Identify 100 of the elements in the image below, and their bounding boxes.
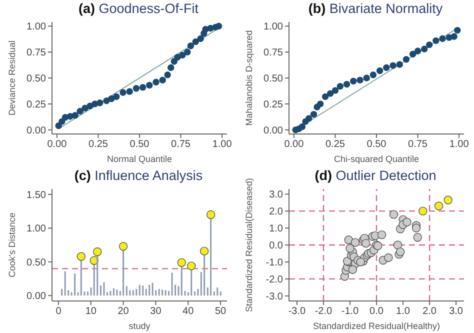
point [184,48,191,56]
point [96,100,104,106]
x-tick-label: 1.00 [449,139,470,150]
point [390,62,396,69]
x-tick-label: 50 [214,306,227,317]
y-tick-label: 1.00 [26,223,46,234]
x-tick-label: 0.50 [130,139,150,150]
y-tick-label: -2.0 [266,274,284,285]
point [93,246,102,256]
point [376,67,384,74]
point [409,50,416,58]
point [421,46,428,52]
point [356,257,365,266]
y-axis-title: Mahalanobis D-squared [244,30,254,126]
point [413,232,422,242]
point [152,78,160,86]
point [384,252,393,262]
point [393,240,402,249]
y-tick-label: 0.00 [264,125,284,136]
y-tick-label: 0.00 [26,290,46,302]
point [346,244,354,252]
x-tick-label: 0.50 [366,139,387,150]
point [348,264,357,274]
x-tick-label: 10 [85,306,97,317]
point [132,85,140,92]
point [187,42,194,50]
y-tick-label: 3.0 [269,189,284,200]
x-tick-label: 1.0 [396,306,410,317]
chart-title: (d) Outlier Detection [314,168,438,182]
point [402,217,412,226]
point [76,252,86,260]
point [72,112,78,119]
point [414,48,422,54]
point [363,74,370,82]
point [362,238,370,248]
x-tick-label: 0.00 [284,139,304,150]
point [120,89,126,96]
point [444,195,452,204]
chart-title: (b) Bivariate Normality [307,1,444,16]
point [139,84,146,91]
y-tick-label: -3.0 [266,290,284,302]
point [389,210,398,218]
y-tick-label: 1.00 [264,22,284,33]
point [168,64,174,71]
x-tick-label: 0.0 [370,306,384,317]
chart-title: (c) Influence Analysis [73,168,204,182]
y-tick-label: -1.0 [266,257,284,268]
point [343,80,350,88]
point [298,123,306,130]
point [356,76,364,84]
point [305,115,312,122]
point [454,26,461,34]
point [103,97,110,104]
x-axis-title: Standardized Residual(Healthy) [312,320,440,330]
point [350,238,360,246]
y-tick-label: 0.25 [26,99,46,110]
point [350,78,357,84]
point [322,93,329,100]
point [126,88,133,95]
x-tick-label: -3.0 [288,306,306,317]
x-tick-label: -2.0 [314,306,333,317]
point [179,52,186,59]
y-tick-label: 1.50 [26,189,46,200]
point [164,72,171,78]
point [396,246,405,256]
point [146,82,153,89]
x-tick-label: 30 [150,306,162,317]
y-axis-title: Standardized Residual(Diseased) [244,177,254,312]
x-tick-label: 20 [118,306,130,317]
point [197,35,204,42]
point [118,242,128,250]
y-tick-label: 0.00 [26,125,46,136]
y-tick-label: 1.0 [269,223,284,234]
point [317,100,324,108]
point [332,87,339,94]
x-tick-label: 40 [182,306,194,317]
point [159,76,166,84]
point [439,35,446,42]
point [396,61,403,68]
x-axis-title: Chi-squared Quantile [334,154,420,164]
point [200,246,209,255]
x-tick-label: 0.75 [171,139,191,150]
point [412,223,421,232]
x-tick-label: 0.75 [408,139,428,150]
y-tick-label: 0.50 [264,74,284,85]
point [383,64,390,71]
point [187,261,196,270]
point [326,90,334,97]
y-tick-label: 0.50 [26,74,46,85]
y-axis-title: Cook's Distance [7,212,18,277]
point [215,22,222,30]
point [113,93,120,100]
x-tick-label: 0.25 [325,139,346,150]
point [177,258,186,266]
chart-title: (a) Goodness-Of-Fit [77,1,200,16]
point [418,206,428,215]
point [402,56,410,63]
point [370,72,377,78]
point [377,230,386,239]
y-tick-label: 0.25 [264,99,284,110]
